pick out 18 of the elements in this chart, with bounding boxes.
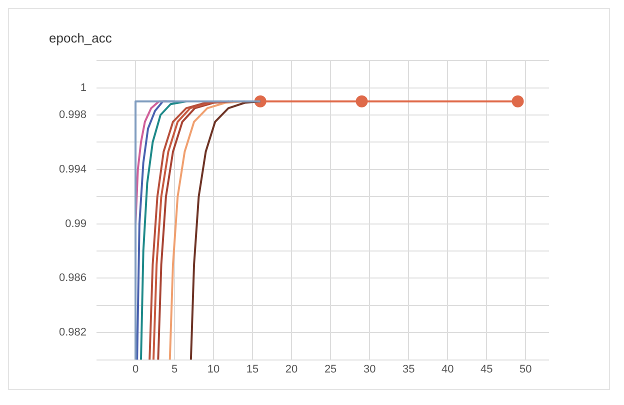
x-tick-label: 20 — [285, 363, 298, 376]
y-tick-label: 0.986 — [58, 272, 87, 284]
y-tick-label: 0.982 — [58, 326, 87, 339]
x-tick-label: 10 — [207, 363, 220, 376]
x-tick-label: 35 — [402, 363, 415, 376]
x-tick-label: 15 — [246, 363, 259, 376]
y-tick-label: 0.998 — [58, 109, 87, 122]
chart-title: epoch_acc — [49, 30, 112, 46]
y-tick-label: 1 — [80, 82, 87, 94]
x-tick-label: 50 — [519, 363, 532, 376]
x-tick-label: 45 — [480, 363, 493, 376]
y-tick-label: 0.99 — [65, 218, 87, 230]
x-tick-label: 40 — [441, 363, 454, 376]
x-tick-label: 5 — [171, 363, 178, 376]
x-tick-label: 0 — [132, 363, 139, 376]
x-tick-label: 30 — [363, 363, 376, 376]
y-tick-label: 0.994 — [58, 163, 87, 176]
x-tick-label: 25 — [324, 363, 337, 376]
